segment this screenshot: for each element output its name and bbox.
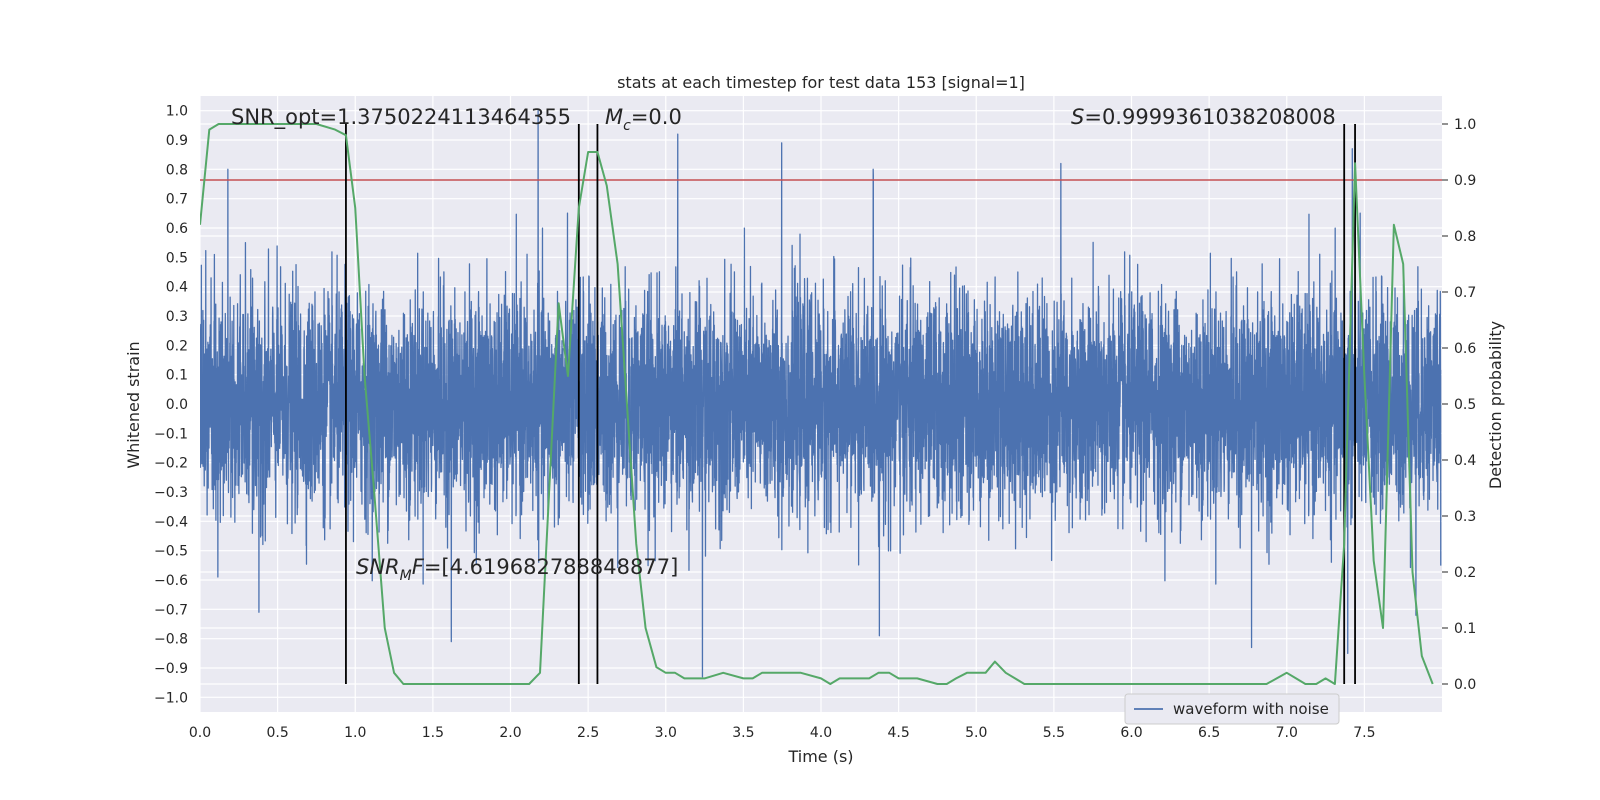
series-detection-probability [200, 123, 1434, 685]
y2-axis-label: Detection probability [1486, 321, 1505, 489]
x-tick-label: 2.0 [499, 725, 521, 741]
x-tick-label: 1.0 [344, 725, 366, 741]
y2-tick-label: 0.9 [1454, 173, 1476, 189]
y-tick-label: 0.1 [166, 368, 188, 384]
y-tick-label: 0.9 [166, 133, 188, 149]
y2-tick-label: 0.0 [1454, 677, 1476, 693]
x-tick-label: 1.5 [422, 725, 444, 741]
annotation-snr-mf: SNRMF=[4.619682788848877] [356, 555, 678, 584]
y-tick-label: −0.4 [154, 514, 188, 530]
legend-label-waveform-with-noise: waveform with noise [1173, 700, 1329, 718]
legend: waveform with noise [1124, 693, 1340, 725]
y2-tick-label: 0.1 [1454, 621, 1476, 637]
y-tick-label: −0.2 [154, 456, 188, 472]
detection-probability-line [200, 123, 1434, 685]
x-tick-label: 6.0 [1120, 725, 1142, 741]
x-axis-label: Time (s) [787, 747, 853, 766]
plot-area [200, 110, 1442, 685]
waveform-with-noise-line [200, 110, 1442, 678]
y-tick-label: 0.3 [166, 309, 188, 325]
series-waveform-with-noise [200, 110, 1442, 678]
x-tick-label: 0.0 [189, 725, 211, 741]
y-tick-label: 0.8 [166, 162, 188, 178]
y-tick-label: −0.3 [154, 485, 188, 501]
annotation-s: S=0.9999361038208008 [1071, 105, 1336, 129]
y-axis-ticks: 1.0 0.9 0.8 0.7 0.6 0.5 0.4 0.3 0.2 0.1 0.0 −0.1 −0.… [154, 104, 188, 707]
y-tick-label: −0.5 [154, 544, 188, 560]
y-tick-label: −1.0 [154, 690, 188, 706]
x-tick-label: 4.5 [887, 725, 909, 741]
y-tick-label: 0.6 [166, 221, 188, 237]
y-tick-label: −0.8 [154, 632, 188, 648]
y2-tick-label: 1.0 [1454, 117, 1476, 133]
x-tick-label: 7.5 [1353, 725, 1375, 741]
x-tick-label: 0.5 [266, 725, 288, 741]
y2-tick-label: 0.7 [1454, 285, 1476, 301]
x-tick-label: 6.5 [1198, 725, 1220, 741]
y-tick-label: 0.4 [166, 280, 188, 296]
y2-tick-label: 0.3 [1454, 509, 1476, 525]
y-tick-label: 0.7 [166, 192, 188, 208]
y-tick-label: −0.1 [154, 426, 188, 442]
x-tick-label: 5.5 [1043, 725, 1065, 741]
y2-axis-ticks: 1.0 0.9 0.8 0.7 0.6 0.5 0.4 0.3 0.2 0.1 0.0 [1442, 117, 1476, 693]
x-tick-label: 3.5 [732, 725, 754, 741]
x-tick-label: 2.5 [577, 725, 599, 741]
annotation-mc: Mc=0.0 [605, 105, 682, 134]
y2-tick-label: 0.6 [1454, 341, 1476, 357]
annotation-snr-opt: SNR_opt=1.3750224113464355 [231, 105, 571, 130]
y2-tick-label: 0.5 [1454, 397, 1476, 413]
x-axis-ticks: 0.0 0.5 1.0 1.5 2.0 2.5 3.0 3.5 4.0 4.5 5.0 5.5 6.0 6… [189, 725, 1376, 741]
legend-box [1124, 693, 1340, 725]
x-tick-label: 7.0 [1276, 725, 1298, 741]
y-tick-label: 0.5 [166, 250, 188, 266]
y-tick-label: −0.6 [154, 573, 188, 589]
y2-tick-label: 0.2 [1454, 565, 1476, 581]
y-tick-label: 0.0 [166, 397, 188, 413]
y-tick-label: −0.7 [154, 602, 188, 618]
y-tick-label: −0.9 [154, 661, 188, 677]
chart-title: stats at each timestep for test data 153… [617, 73, 1025, 92]
x-tick-label: 5.0 [965, 725, 987, 741]
y2-tick-label: 0.8 [1454, 229, 1476, 245]
y-tick-label: 0.2 [166, 338, 188, 354]
x-tick-label: 4.0 [810, 725, 832, 741]
x-tick-label: 3.0 [655, 725, 677, 741]
y-tick-label: 1.0 [166, 104, 188, 120]
y-axis-label: Whitened strain [124, 341, 143, 468]
y2-tick-label: 0.4 [1454, 453, 1476, 469]
